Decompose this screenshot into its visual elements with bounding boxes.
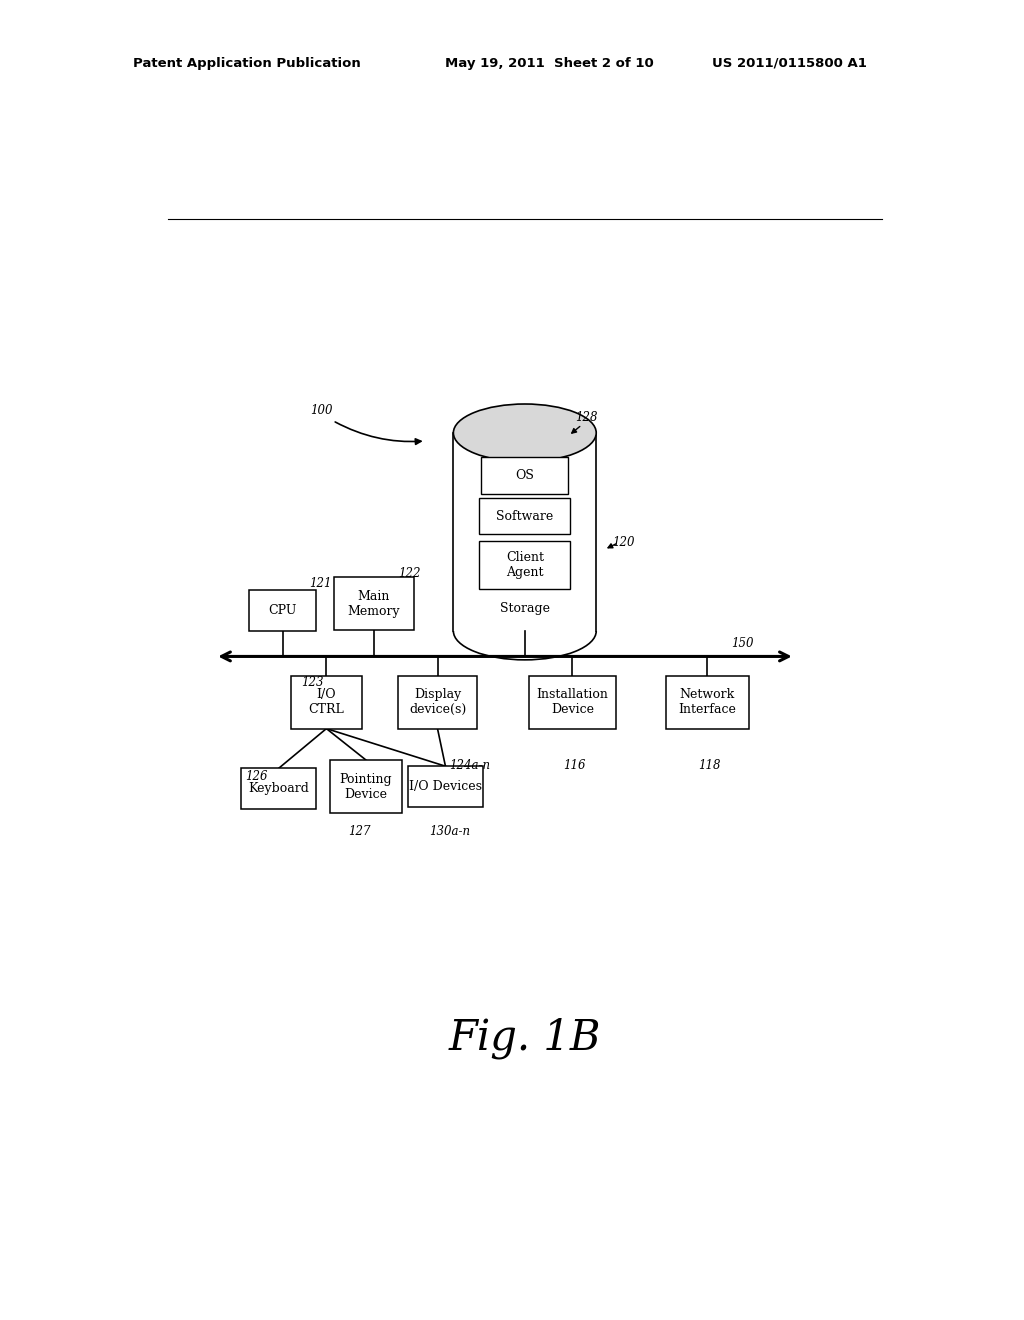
Bar [291,676,362,729]
Text: 120: 120 [612,536,635,549]
Bar [241,768,316,809]
Text: 150: 150 [731,636,754,649]
Text: Keyboard: Keyboard [249,781,309,795]
Bar [479,498,570,535]
Text: 118: 118 [697,759,720,772]
Text: 122: 122 [397,566,420,579]
Bar [249,590,316,631]
Text: Patent Application Publication: Patent Application Publication [133,57,360,70]
Text: Storage: Storage [500,602,550,615]
Text: 123: 123 [301,676,324,689]
Text: 127: 127 [348,825,371,838]
Bar [479,541,570,589]
Text: 100: 100 [310,404,333,417]
Text: US 2011/0115800 A1: US 2011/0115800 A1 [712,57,866,70]
Text: Client
Agent: Client Agent [506,550,544,579]
Text: Installation
Device: Installation Device [537,688,608,717]
Text: Software: Software [497,510,553,523]
Text: Network
Interface: Network Interface [678,688,736,717]
Text: 130a-n: 130a-n [430,825,471,838]
Bar [528,676,616,729]
Ellipse shape [454,404,596,462]
Text: Main
Memory: Main Memory [348,590,400,618]
Text: Pointing
Device: Pointing Device [340,772,392,800]
Text: OS: OS [515,469,535,482]
Bar [331,760,401,813]
Text: 128: 128 [574,411,597,424]
Bar [334,577,414,630]
Text: 126: 126 [246,770,268,783]
Text: May 19, 2011  Sheet 2 of 10: May 19, 2011 Sheet 2 of 10 [445,57,654,70]
Text: 124a-n: 124a-n [450,759,490,772]
Text: 116: 116 [563,759,586,772]
Text: CPU: CPU [268,605,297,618]
Text: I/O Devices: I/O Devices [409,780,482,793]
Text: Display
device(s): Display device(s) [409,688,466,717]
Bar [454,433,596,631]
Text: Fig. 1B: Fig. 1B [449,1016,601,1059]
Bar [397,676,477,729]
Bar [408,766,483,807]
Text: 121: 121 [309,577,332,590]
Text: I/O
CTRL: I/O CTRL [308,688,344,717]
Bar [481,457,568,494]
Bar [666,676,749,729]
